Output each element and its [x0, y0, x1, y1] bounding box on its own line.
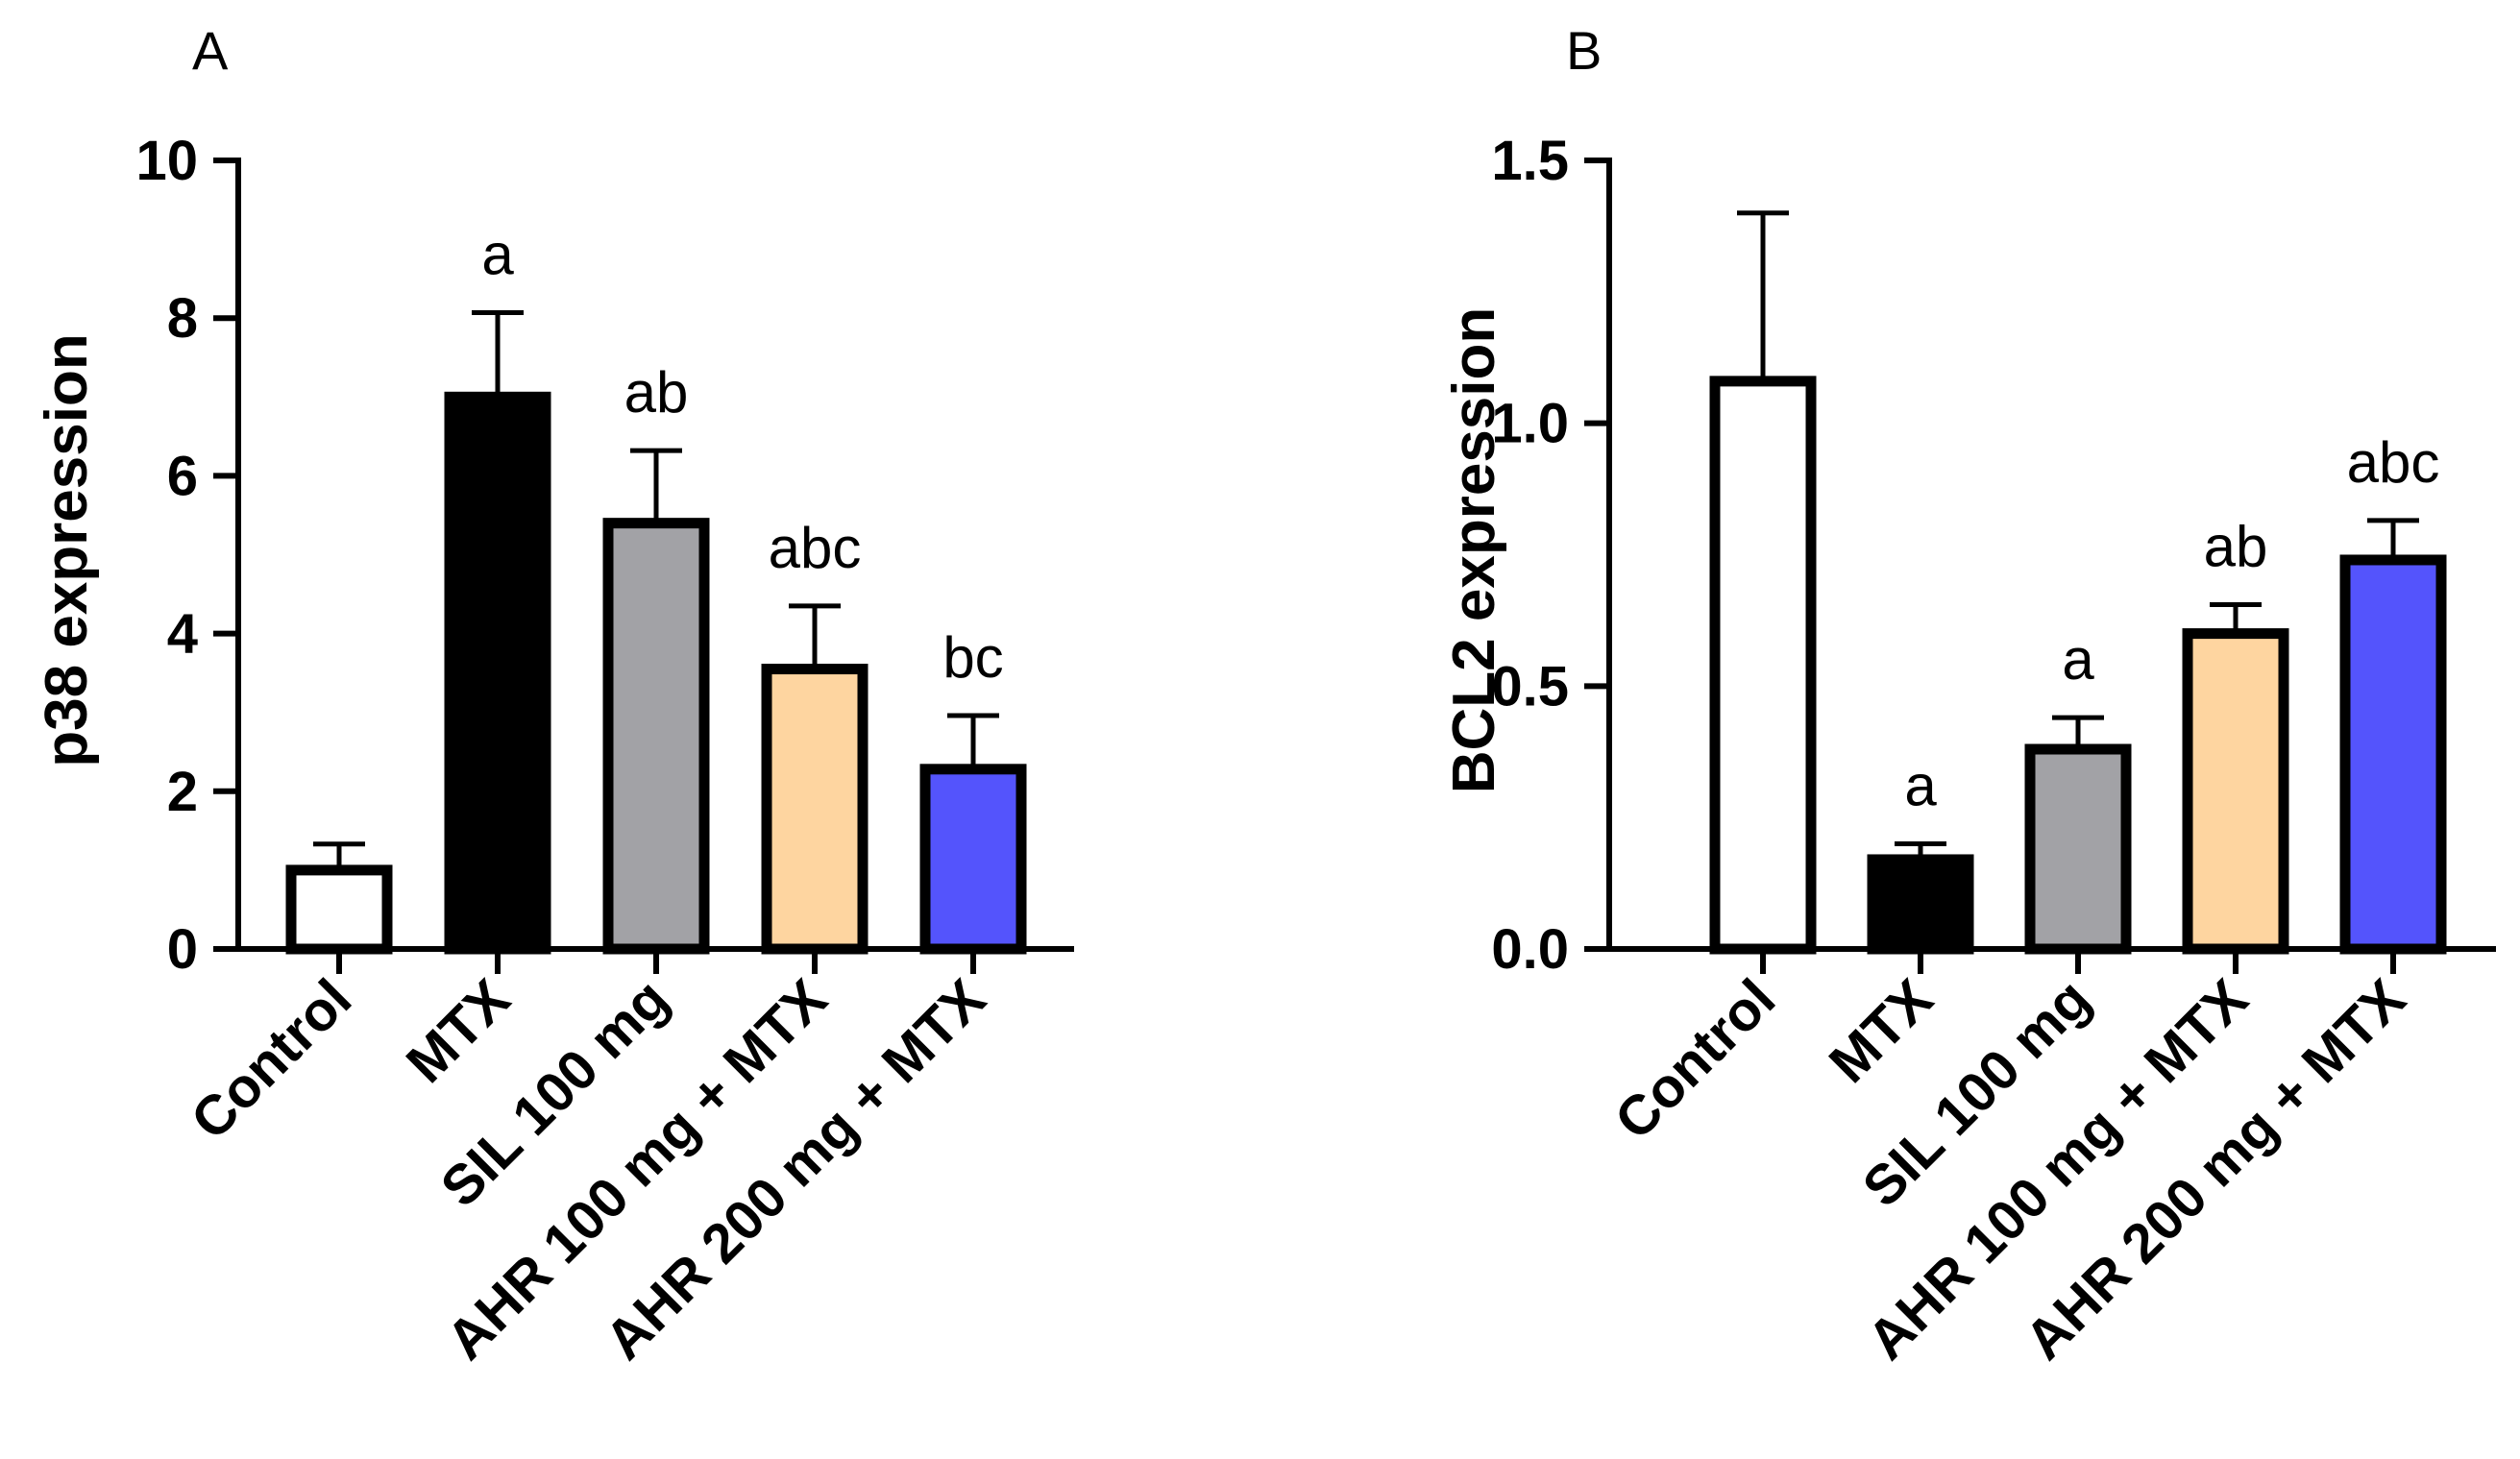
- panel-b-y-tick-label: 0.0: [1491, 918, 1569, 981]
- panel-b-y-tick-label: 0.5: [1491, 655, 1569, 717]
- panel-b-significance-label: a: [2062, 627, 2094, 692]
- panel-a-significance-label: a: [481, 222, 514, 286]
- panel-b-category-label: MTX: [1818, 967, 1945, 1095]
- panel-a-bar-1: [285, 864, 393, 955]
- panel-a-bar-4: [761, 664, 869, 955]
- panel-a-significance-label: ab: [624, 360, 689, 425]
- panel-a-y-axis-title: p38 expression: [34, 333, 100, 766]
- panel-a-bar-5: [919, 764, 1027, 955]
- panel-b-y-tick-label: 1.0: [1491, 393, 1569, 455]
- panel-a-bar-3: [602, 518, 710, 955]
- panel-a-y-tick-label: 2: [167, 761, 198, 823]
- panel-b-significance-label: a: [1904, 754, 1937, 818]
- panel-b-bars: a a ab abc: [1709, 210, 2447, 955]
- panel-b: B BCL2 expression 0.0 0.5 1.0 1.5 a a ab abc C…: [1441, 20, 2496, 1372]
- panel-a-bars: a ab abc bc: [285, 222, 1027, 955]
- panel-a-y-tick-label: 10: [135, 130, 198, 192]
- panel-a-category-label: MTX: [395, 967, 523, 1095]
- panel-a-y-tick-label: 8: [167, 287, 198, 350]
- panel-a: A p38 expression 0 2 4 6 8 10 a ab abc bc Contro…: [34, 20, 1074, 1372]
- panel-a-label: A: [192, 20, 229, 81]
- panel-a-y-tick-label: 0: [167, 918, 198, 981]
- panel-b-bar-3: [2024, 743, 2132, 955]
- panel-b-significance-label: abc: [2347, 430, 2440, 495]
- panel-a-category-label: Control: [179, 967, 363, 1152]
- panel-a-y-tick-label: 6: [167, 445, 198, 507]
- panel-a-y-axis: 0 2 4 6 8 10: [135, 130, 241, 981]
- panel-b-bar-5: [2339, 554, 2447, 955]
- panel-b-label: B: [1566, 20, 1602, 81]
- panel-a-significance-label: bc: [942, 625, 1003, 690]
- panel-b-y-axis-title: BCL2 expression: [1441, 307, 1507, 794]
- panel-b-category-label: Control: [1603, 967, 1787, 1152]
- panel-b-significance-label: ab: [2204, 514, 2268, 578]
- panel-b-bar-1: [1709, 376, 1817, 955]
- panel-a-y-tick-label: 4: [167, 603, 198, 666]
- panel-a-bar-2: [444, 391, 551, 955]
- panel-b-bar-4: [2182, 628, 2289, 955]
- panel-b-bar-2: [1867, 854, 1974, 955]
- panel-a-significance-label: abc: [769, 516, 862, 580]
- panel-b-y-axis: 0.0 0.5 1.0 1.5: [1491, 130, 1612, 981]
- panel-b-y-tick-label: 1.5: [1491, 130, 1569, 192]
